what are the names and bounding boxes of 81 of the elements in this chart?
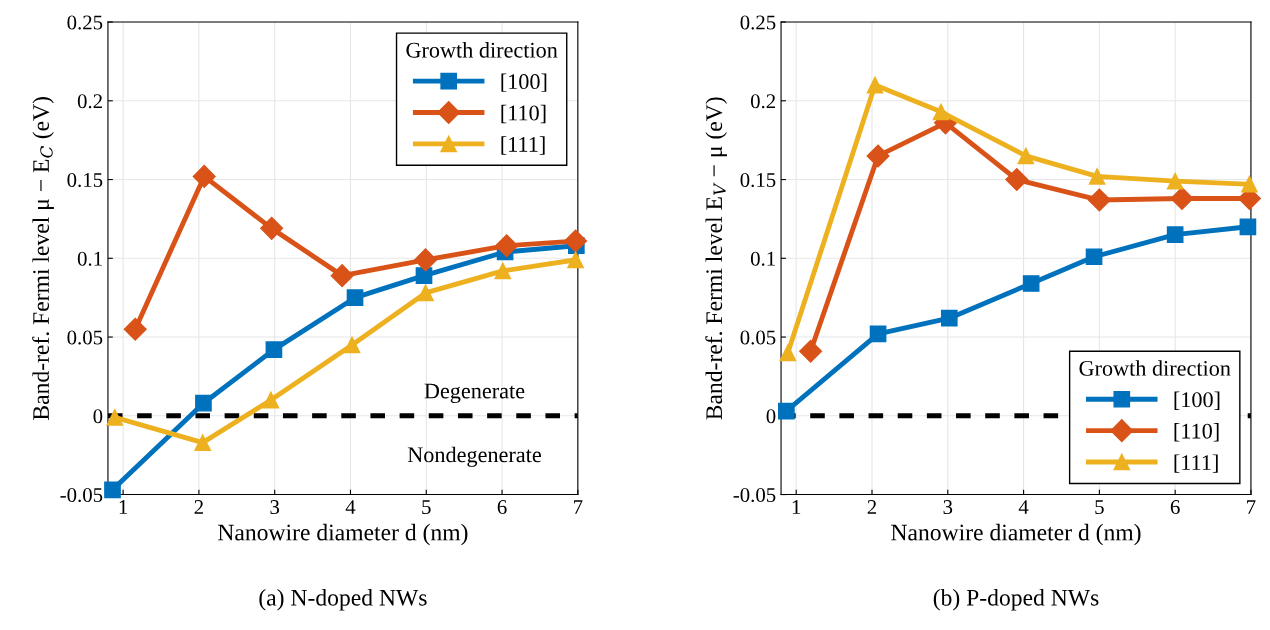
point — [343, 336, 361, 354]
legend-title: Growth direction — [1079, 360, 1231, 376]
point — [1022, 275, 1040, 292]
y-tick-label: 0 — [93, 409, 103, 424]
x-tick-label: 5 — [1095, 500, 1104, 515]
point — [940, 309, 958, 327]
point — [1170, 186, 1194, 210]
x-tick-label: 5 — [422, 500, 431, 515]
legend-title: Growth direction — [406, 42, 558, 58]
annotation: Nondegenerate — [407, 446, 541, 467]
y-tick-label: 0.15 — [67, 172, 103, 188]
legend-label: [110] — [1174, 423, 1219, 442]
point — [414, 248, 438, 272]
point — [866, 76, 884, 94]
annotation: Degenerate — [424, 383, 525, 404]
legend-label: [110] — [501, 104, 546, 124]
point — [265, 341, 283, 358]
y-axis-title: Band-ref. Fermi level μ − E$_{C}$ (eV) — [32, 97, 54, 420]
legend-label: [100] — [501, 73, 547, 92]
x-tick-label: 6 — [1170, 500, 1180, 515]
legend-label: [111] — [1174, 454, 1218, 473]
point — [779, 344, 797, 362]
y-tick-label: 0.2 — [750, 94, 776, 109]
point — [194, 434, 212, 451]
x-tick-label: 6 — [497, 500, 507, 515]
point — [104, 481, 121, 499]
point — [495, 234, 519, 258]
x-tick-label: 7 — [1247, 500, 1256, 514]
y-tick-label: 0.05 — [740, 330, 776, 345]
point — [932, 103, 950, 121]
x-tick-label: 2 — [867, 500, 877, 514]
point — [1166, 172, 1184, 190]
y-axis-title: Band-ref. Fermi level E$_{V}$ − μ (eV) — [705, 97, 727, 420]
point — [799, 339, 823, 363]
point — [262, 391, 280, 409]
y-tick-label: 0 — [766, 409, 776, 424]
y-tick-label: 0.25 — [67, 15, 103, 30]
y-tick-label: 0.2 — [77, 94, 102, 109]
y-tick-label: 0.05 — [67, 330, 103, 345]
y-tick-label: 0.25 — [740, 15, 776, 30]
x-tick-label: 1 — [792, 500, 801, 514]
x-tick-label: 3 — [943, 500, 953, 515]
point — [260, 216, 284, 240]
point — [1087, 188, 1111, 212]
point — [778, 402, 795, 420]
x-tick-label: 1 — [119, 500, 128, 514]
legend-label: [111] — [501, 136, 545, 155]
text: (a) N-doped NWs — [259, 589, 427, 611]
y-tick-label: -0.05 — [733, 487, 776, 503]
point — [1241, 175, 1258, 193]
point — [195, 394, 212, 412]
point — [330, 264, 354, 288]
point — [1085, 248, 1103, 266]
x-tick-label: 4 — [1018, 500, 1029, 514]
x-tick-label: 7 — [574, 500, 583, 514]
point — [1088, 168, 1106, 185]
y-tick-label: 0.1 — [77, 251, 102, 266]
point — [564, 229, 588, 253]
point — [866, 144, 890, 168]
y-tick-label: 0.15 — [740, 172, 776, 188]
text: (b) P-doped NWs — [933, 589, 1099, 611]
point — [346, 289, 364, 307]
x-axis-title: Nanowire diameter d (nm) — [218, 523, 468, 546]
x-tick-label: 3 — [270, 500, 280, 515]
point — [192, 164, 216, 188]
point — [106, 409, 124, 426]
point — [494, 262, 512, 280]
y-tick-label: 0.1 — [750, 251, 775, 266]
legend-label: [100] — [1174, 391, 1220, 410]
x-axis-title: Nanowire diameter d (nm) — [891, 523, 1141, 546]
point — [123, 317, 147, 341]
y-tick-label: -0.05 — [60, 487, 103, 503]
point — [1166, 226, 1184, 244]
point — [1005, 168, 1029, 192]
point — [1239, 218, 1257, 236]
point — [417, 284, 434, 302]
x-tick-label: 4 — [345, 500, 356, 514]
point — [1017, 147, 1035, 165]
point — [567, 251, 584, 269]
point — [869, 325, 887, 343]
x-tick-label: 2 — [194, 500, 203, 514]
